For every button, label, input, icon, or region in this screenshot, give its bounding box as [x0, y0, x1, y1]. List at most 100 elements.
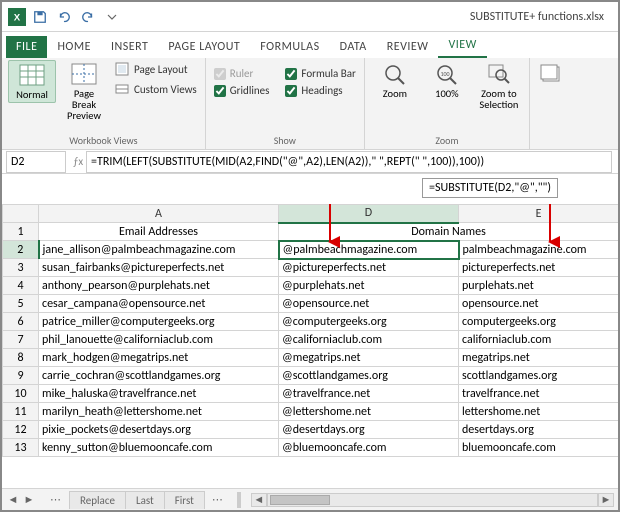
name-box[interactable]: D2 [6, 151, 66, 173]
row-header[interactable]: 8 [3, 349, 39, 367]
cell[interactable]: palmbeachmagazine.com [459, 241, 619, 259]
horizontal-scrollbar[interactable]: ◄ ► [251, 493, 614, 507]
cell[interactable]: Email Addresses [39, 223, 279, 241]
tab-page-layout[interactable]: PAGE LAYOUT [158, 36, 250, 58]
hscroll-track[interactable] [267, 493, 598, 507]
cell[interactable]: @californiaclub.com [279, 331, 459, 349]
tab-scroll-splitter[interactable] [237, 492, 241, 508]
cell[interactable]: @computergeeks.org [279, 313, 459, 331]
tab-view[interactable]: VIEW [438, 34, 486, 58]
row-header[interactable]: 11 [3, 403, 39, 421]
cell[interactable]: jane_allison@palmbeachmagazine.com [39, 241, 279, 259]
cell[interactable]: @lettershome.net [279, 403, 459, 421]
row-header[interactable]: 10 [3, 385, 39, 403]
table-row[interactable]: 12pixie_pockets@desertdays.org@desertday… [3, 421, 619, 439]
qat-dropdown-icon[interactable] [102, 7, 122, 27]
table-row[interactable]: 1Email AddressesDomain Names [3, 223, 619, 241]
col-header-e[interactable]: E [459, 205, 619, 223]
zoom-100-button[interactable]: 100 100% [423, 60, 471, 101]
formula-bar-checkbox[interactable]: Formula Bar [283, 66, 357, 81]
headings-checkbox[interactable]: Headings [283, 83, 357, 98]
hscroll-right-icon[interactable]: ► [598, 493, 614, 507]
table-row[interactable]: 8mark_hodgen@megatrips.net@megatrips.net… [3, 349, 619, 367]
row-header[interactable]: 2 [3, 241, 39, 259]
zoom-selection-button[interactable]: Zoom to Selection [475, 60, 523, 112]
row-header[interactable]: 5 [3, 295, 39, 313]
table-row[interactable]: 9carrie_cochran@scottlandgames.org@scott… [3, 367, 619, 385]
cell[interactable]: marilyn_heath@lettershome.net [39, 403, 279, 421]
select-all-corner[interactable] [3, 205, 39, 223]
sheet-tab-first[interactable]: First [164, 491, 205, 509]
row-header[interactable]: 4 [3, 277, 39, 295]
col-header-a[interactable]: A [39, 205, 279, 223]
cell[interactable]: californiaclub.com [459, 331, 619, 349]
row-header[interactable]: 6 [3, 313, 39, 331]
cell[interactable]: purplehats.net [459, 277, 619, 295]
undo-icon[interactable] [54, 7, 74, 27]
worksheet-grid[interactable]: A D E 1Email AddressesDomain Names2jane_… [2, 204, 618, 488]
tab-data[interactable]: DATA [330, 36, 377, 58]
row-header[interactable]: 9 [3, 367, 39, 385]
row-header[interactable]: 1 [3, 223, 39, 241]
cell[interactable]: pixie_pockets@desertdays.org [39, 421, 279, 439]
table-row[interactable]: 11marilyn_heath@lettershome.net@lettersh… [3, 403, 619, 421]
cell[interactable]: opensource.net [459, 295, 619, 313]
custom-views-button[interactable]: Custom Views [112, 80, 199, 98]
cell[interactable]: @pictureperfects.net [279, 259, 459, 277]
cell[interactable]: lettershome.net [459, 403, 619, 421]
row-header[interactable]: 12 [3, 421, 39, 439]
cell[interactable]: travelfrance.net [459, 385, 619, 403]
cell[interactable]: @bluemooncafe.com [279, 439, 459, 457]
cell[interactable]: @travelfrance.net [279, 385, 459, 403]
save-icon[interactable] [30, 7, 50, 27]
cell[interactable]: megatrips.net [459, 349, 619, 367]
zoom-button[interactable]: Zoom [371, 60, 419, 101]
table-row[interactable]: 7phil_lanouette@californiaclub.com@calif… [3, 331, 619, 349]
cell[interactable]: patrice_miller@computergeeks.org [39, 313, 279, 331]
table-row[interactable]: 13kenny_sutton@bluemooncafe.com@bluemoon… [3, 439, 619, 457]
table-row[interactable]: 2jane_allison@palmbeachmagazine.com@palm… [3, 241, 619, 259]
cell[interactable]: kenny_sutton@bluemooncafe.com [39, 439, 279, 457]
formula-input[interactable]: =TRIM(LEFT(SUBSTITUTE(MID(A2,FIND("@",A2… [86, 151, 612, 173]
tab-review[interactable]: REVIEW [377, 36, 439, 58]
cell[interactable]: @desertdays.org [279, 421, 459, 439]
table-row[interactable]: 10mike_haluska@travelfrance.net@travelfr… [3, 385, 619, 403]
page-break-button[interactable]: Page Break Preview [60, 60, 108, 123]
sheet-nav-more-icon[interactable]: ⋯ [42, 493, 69, 506]
table-row[interactable]: 6patrice_miller@computergeeks.org@comput… [3, 313, 619, 331]
cell[interactable]: computergeeks.org [459, 313, 619, 331]
cell[interactable]: mike_haluska@travelfrance.net [39, 385, 279, 403]
cell[interactable]: @palmbeachmagazine.com [279, 241, 459, 259]
cell[interactable]: desertdays.org [459, 421, 619, 439]
hscroll-thumb[interactable] [270, 495, 330, 505]
sheet-nav-more2-icon[interactable]: ⋯ [204, 493, 231, 506]
cell[interactable]: mark_hodgen@megatrips.net [39, 349, 279, 367]
cell[interactable]: cesar_campana@opensource.net [39, 295, 279, 313]
normal-view-button[interactable]: Normal [8, 60, 56, 103]
cell[interactable]: pictureperfects.net [459, 259, 619, 277]
cell[interactable]: bluemooncafe.com [459, 439, 619, 457]
tab-insert[interactable]: INSERT [101, 36, 158, 58]
row-header[interactable]: 3 [3, 259, 39, 277]
page-layout-button[interactable]: Page Layout [112, 60, 199, 78]
tab-home[interactable]: HOME [47, 36, 101, 58]
cell[interactable]: anthony_pearson@purplehats.net [39, 277, 279, 295]
sheet-nav-prev-icon[interactable]: ◄ [6, 493, 20, 507]
cell[interactable]: susan_fairbanks@pictureperfects.net [39, 259, 279, 277]
cell[interactable]: carrie_cochran@scottlandgames.org [39, 367, 279, 385]
cell[interactable]: @megatrips.net [279, 349, 459, 367]
table-row[interactable]: 4anthony_pearson@purplehats.net@purpleha… [3, 277, 619, 295]
gridlines-checkbox[interactable]: Gridlines [212, 83, 272, 98]
new-window-button[interactable] [536, 60, 566, 88]
hscroll-left-icon[interactable]: ◄ [251, 493, 267, 507]
grid-table[interactable]: A D E 1Email AddressesDomain Names2jane_… [2, 204, 618, 457]
cell[interactable]: Domain Names [279, 223, 619, 241]
column-header-row[interactable]: A D E [3, 205, 619, 223]
cell[interactable]: @opensource.net [279, 295, 459, 313]
sheet-nav-next-icon[interactable]: ► [22, 493, 36, 507]
row-header[interactable]: 7 [3, 331, 39, 349]
col-header-d[interactable]: D [279, 205, 459, 223]
cell[interactable]: scottlandgames.org [459, 367, 619, 385]
sheet-tab-last[interactable]: Last [125, 491, 165, 509]
row-header[interactable]: 13 [3, 439, 39, 457]
